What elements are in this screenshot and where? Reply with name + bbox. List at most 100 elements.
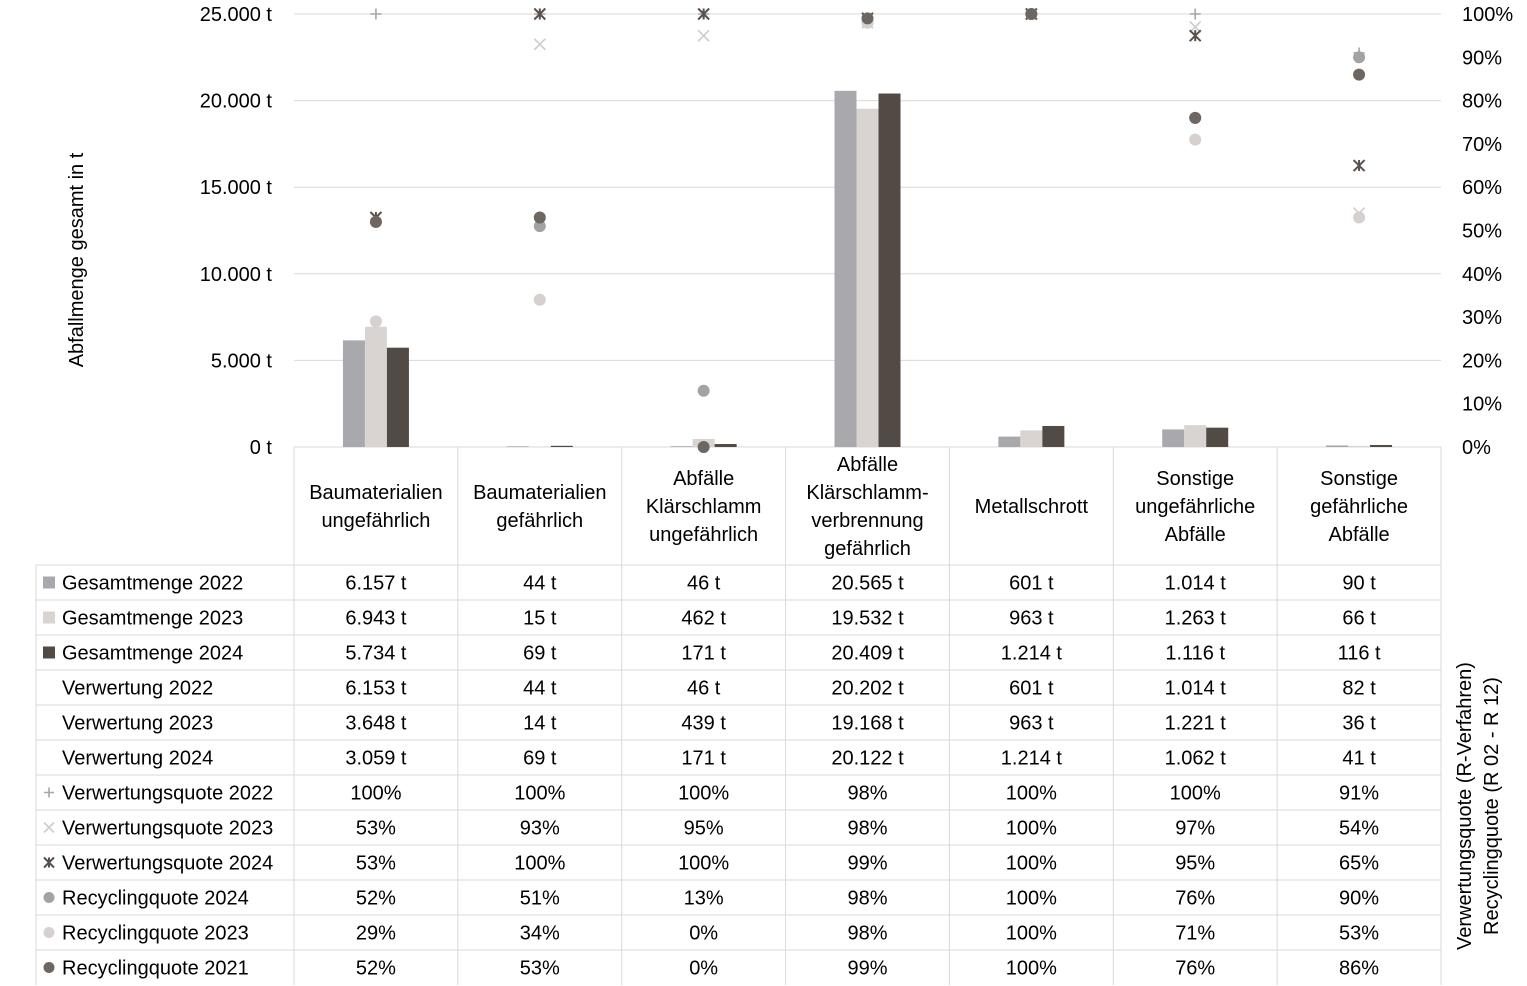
data-point-marker bbox=[1352, 159, 1366, 172]
bar bbox=[386, 347, 409, 447]
legend-label: Verwertungsquote 2023 bbox=[62, 818, 273, 840]
y-tick-label-left: 0 t bbox=[250, 437, 273, 459]
table-cell: 36 t bbox=[1342, 713, 1376, 735]
category-label: Sonstige bbox=[1320, 468, 1398, 490]
table-cell: 100% bbox=[1006, 818, 1057, 840]
y-tick-label-right: 70% bbox=[1462, 134, 1502, 156]
table-cell: 1.062 t bbox=[1165, 748, 1227, 770]
table-cell: 14 t bbox=[523, 713, 557, 735]
y-tick-label-left: 15.000 t bbox=[200, 177, 273, 199]
legend-label: Verwertung 2022 bbox=[62, 678, 213, 700]
data-point-marker bbox=[369, 215, 382, 228]
legend-label: Recyclingquote 2024 bbox=[62, 888, 249, 910]
table-cell: 29% bbox=[356, 923, 396, 945]
category-label: Baumaterialien bbox=[473, 482, 606, 504]
table-cell: 3.059 t bbox=[345, 748, 407, 770]
category-label: Abfälle bbox=[1165, 524, 1226, 546]
y-tick-label-left: 10.000 t bbox=[200, 264, 273, 286]
y-tick-label-right: 90% bbox=[1462, 47, 1502, 69]
table-cell: 34% bbox=[520, 923, 560, 945]
legend-key bbox=[43, 927, 55, 938]
y-tick-label-right: 40% bbox=[1462, 264, 1502, 286]
y-axis-title-right-1: Verwertungsquote (R-Verfahren) bbox=[1454, 662, 1476, 950]
category-label: Abfälle bbox=[673, 468, 734, 490]
table-cell: 100% bbox=[1006, 853, 1057, 875]
table-cell: 71% bbox=[1175, 923, 1215, 945]
category-label: gefährlich bbox=[496, 510, 583, 532]
table-cell: 1.263 t bbox=[1165, 608, 1227, 630]
table-cell: 98% bbox=[847, 923, 887, 945]
bar bbox=[1020, 430, 1043, 447]
y-tick-label-right: 30% bbox=[1462, 307, 1502, 329]
table-cell: 3.648 t bbox=[345, 713, 407, 735]
table-cell: 51% bbox=[520, 888, 560, 910]
table-cell: 462 t bbox=[681, 608, 726, 630]
table-cell: 1.214 t bbox=[1001, 748, 1063, 770]
table-cell: 100% bbox=[514, 783, 565, 805]
table-cell: 20.122 t bbox=[831, 748, 904, 770]
table-cell: 44 t bbox=[523, 678, 557, 700]
table-cell: 20.565 t bbox=[831, 573, 904, 595]
data-point-marker bbox=[1353, 68, 1366, 81]
category-label: ungefährlich bbox=[321, 510, 430, 532]
y-tick-label-right: 0% bbox=[1462, 437, 1491, 459]
table-cell: 90% bbox=[1339, 888, 1379, 910]
data-point-marker bbox=[1189, 8, 1201, 20]
table-cell: 53% bbox=[1339, 923, 1379, 945]
legend-key bbox=[43, 892, 55, 903]
table-cell: 963 t bbox=[1009, 608, 1054, 630]
category-label: ungefährliche bbox=[1135, 496, 1255, 518]
table-cell: 6.153 t bbox=[345, 678, 407, 700]
y-axis-title-right-2: Recyclingquote (R 02 - R 12) bbox=[1481, 677, 1503, 935]
table-cell: 53% bbox=[356, 853, 396, 875]
legend-label: Verwertungsquote 2024 bbox=[62, 853, 273, 875]
category-label: Baumaterialien bbox=[309, 482, 442, 504]
category-label: Sonstige bbox=[1156, 468, 1234, 490]
table-cell: 98% bbox=[847, 818, 887, 840]
table-cell: 116 t bbox=[1338, 643, 1381, 665]
data-point-marker bbox=[1189, 111, 1202, 124]
category-label: gefährliche bbox=[1310, 496, 1408, 518]
table-cell: 100% bbox=[1170, 783, 1221, 805]
bar bbox=[506, 446, 529, 447]
bar bbox=[714, 444, 737, 447]
table-cell: 100% bbox=[514, 853, 565, 875]
table-cell: 54% bbox=[1339, 818, 1379, 840]
table-cell: 65% bbox=[1339, 853, 1379, 875]
bar bbox=[1348, 445, 1371, 447]
legend-key bbox=[43, 821, 55, 834]
bar bbox=[550, 445, 573, 447]
table-cell: 97% bbox=[1175, 818, 1215, 840]
table-cell: 963 t bbox=[1009, 713, 1054, 735]
category-label: Klärschlamm- bbox=[806, 482, 928, 504]
data-point-marker bbox=[697, 384, 710, 397]
data-point-marker bbox=[533, 7, 546, 21]
table-cell: 76% bbox=[1175, 958, 1215, 980]
table-cell: 1.221 t bbox=[1165, 713, 1227, 735]
data-point-marker bbox=[369, 315, 382, 328]
data-point-marker bbox=[370, 8, 382, 20]
table-cell: 171 t bbox=[681, 748, 726, 770]
table-cell: 41 t bbox=[1342, 748, 1376, 770]
table-cell: 95% bbox=[684, 818, 724, 840]
y-tick-label-left: 5.000 t bbox=[211, 350, 273, 372]
y-tick-label-right: 100% bbox=[1462, 4, 1513, 26]
table-cell: 1.116 t bbox=[1165, 643, 1225, 665]
data-point-marker bbox=[533, 38, 546, 51]
bar bbox=[834, 90, 857, 447]
table-cell: 100% bbox=[1006, 923, 1057, 945]
data-point-marker bbox=[697, 29, 710, 42]
table-cell: 52% bbox=[356, 888, 396, 910]
legend-key bbox=[43, 856, 55, 869]
data-point-marker bbox=[1353, 51, 1366, 64]
category-label: ungefährlich bbox=[649, 524, 758, 546]
category-label: gefährlich bbox=[824, 538, 911, 560]
table-cell: 100% bbox=[678, 783, 729, 805]
table-cell: 100% bbox=[1006, 958, 1057, 980]
table-cell: 100% bbox=[350, 783, 401, 805]
legend-label: Recyclingquote 2023 bbox=[62, 923, 249, 945]
y-tick-label-left: 20.000 t bbox=[200, 91, 273, 113]
table-cell: 20.202 t bbox=[831, 678, 904, 700]
table-cell: 19.532 t bbox=[831, 608, 904, 630]
